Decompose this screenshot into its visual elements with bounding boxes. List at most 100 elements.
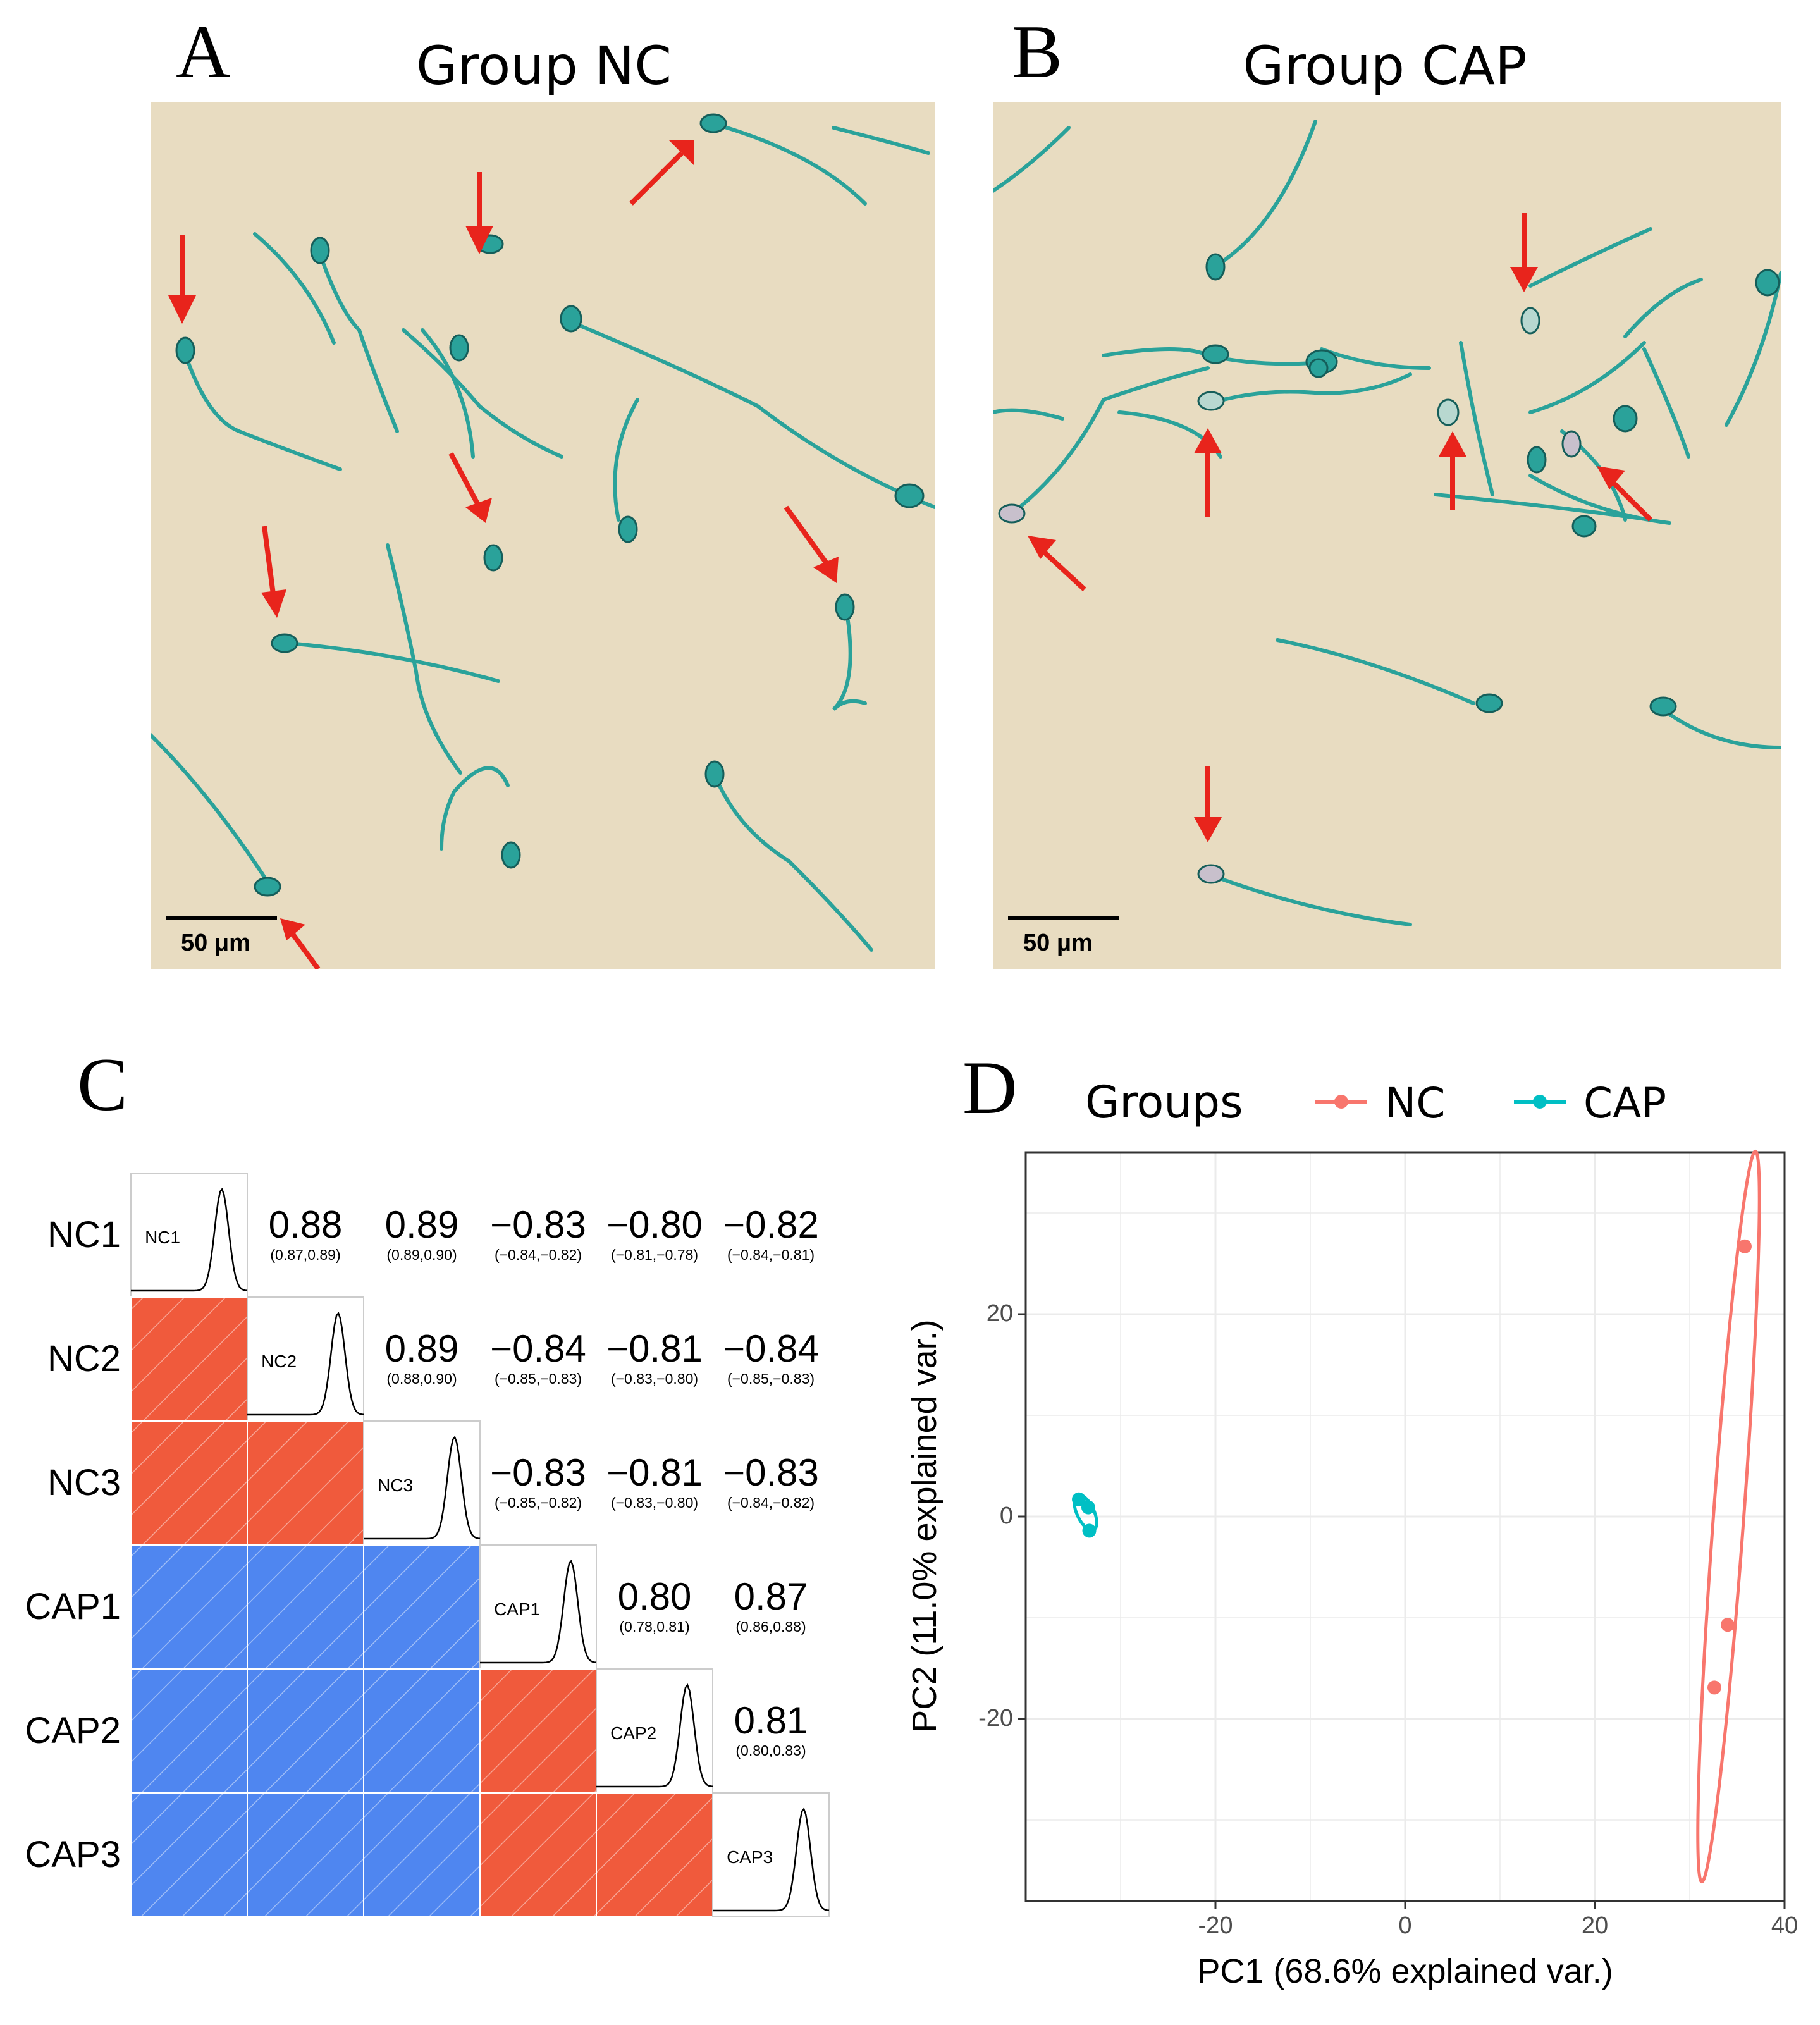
scale-bar-nc (166, 916, 277, 920)
row-label-nc3: NC3 (47, 1462, 121, 1503)
scale-bar-nc-label: 50 μm (181, 930, 250, 956)
density-curve-nc2 (247, 1311, 364, 1416)
micrograph-cap: 50 μm (993, 102, 1781, 969)
density-label-cap2: CAP2 (610, 1723, 657, 1744)
density-curve-cap2 (596, 1683, 713, 1788)
corr-tile-hatch (480, 1793, 596, 1917)
corr-ci: (0.80,0.83) (735, 1742, 806, 1759)
corr-ci: (0.87,0.89) (270, 1246, 341, 1263)
corr-ci: (−0.85,−0.83) (494, 1370, 582, 1387)
panel-a-title: Group NC (416, 35, 672, 97)
corr-value-nc3-cap3: −0.83 (−0.84,−0.82) (713, 1454, 829, 1510)
corr-tile-hatch (247, 1421, 364, 1545)
corr-r: 0.88 (268, 1203, 343, 1246)
micrograph-nc: 50 μm (151, 102, 935, 969)
corr-r: −0.82 (723, 1203, 819, 1246)
corr-tile-hatch (364, 1793, 480, 1917)
corr-ci: (0.78,0.81) (619, 1618, 690, 1635)
density-curve-nc3 (364, 1435, 481, 1540)
corr-value-nc1-nc2: 0.88 (0.87,0.89) (247, 1206, 364, 1262)
x-tick-label: 40 (1771, 1912, 1798, 1939)
legend-key-dot-cap (1533, 1095, 1547, 1109)
x-axis-title: PC1 (68.6% explained var.) (1197, 1952, 1613, 1990)
corr-r: −0.80 (606, 1203, 703, 1246)
corr-value-cap1-cap2: 0.80 (0.78,0.81) (596, 1578, 713, 1634)
corr-value-cap1-cap3: 0.87 (0.86,0.88) (713, 1578, 829, 1634)
density-label-nc1: NC1 (145, 1228, 181, 1248)
corr-ci: (−0.85,−0.83) (727, 1370, 815, 1387)
x-tick-label: 20 (1581, 1912, 1609, 1939)
corr-r: 0.80 (617, 1575, 692, 1618)
panel-d-letter: D (962, 1045, 1018, 1129)
corr-tile-hatch (247, 1793, 364, 1917)
corr-ci: (−0.83,−0.80) (610, 1494, 699, 1511)
corr-r: −0.81 (606, 1327, 703, 1370)
density-box-nc3 (363, 1420, 481, 1546)
corr-value-nc1-cap2: −0.80 (−0.81,−0.78) (596, 1206, 713, 1262)
point-cap (1072, 1492, 1086, 1506)
x-tick-label: -20 (1198, 1912, 1233, 1939)
corr-value-nc2-cap1: −0.84 (−0.85,−0.83) (480, 1330, 596, 1386)
corr-tile-hatch (480, 1669, 596, 1793)
corr-value-nc2-cap2: −0.81 (−0.83,−0.80) (596, 1330, 713, 1386)
row-label-nc2: NC2 (47, 1338, 121, 1379)
corr-ci: (−0.84,−0.81) (727, 1246, 815, 1263)
corr-value-nc1-nc3: 0.89 (0.89,0.90) (364, 1206, 480, 1262)
y-tick-label: 20 (986, 1300, 1013, 1327)
corr-r: −0.84 (490, 1327, 586, 1370)
corr-tile-hatch (131, 1545, 247, 1669)
row-label-nc1: NC1 (47, 1214, 121, 1255)
point-nc (1721, 1618, 1735, 1632)
corr-r: 0.81 (734, 1699, 808, 1742)
density-box-nc1 (130, 1173, 248, 1298)
density-box-cap1 (479, 1544, 597, 1670)
panel-b-letter: B (1012, 9, 1063, 94)
legend-label-cap: CAP (1583, 1079, 1667, 1128)
corr-value-nc2-nc3: 0.89 (0.88,0.90) (364, 1330, 480, 1386)
density-curve-cap3 (713, 1807, 830, 1912)
corr-r: 0.89 (384, 1203, 459, 1246)
legend-label-nc: NC (1385, 1079, 1446, 1128)
corr-value-nc3-cap2: −0.81 (−0.83,−0.80) (596, 1454, 713, 1510)
density-label-cap1: CAP1 (494, 1599, 541, 1620)
corr-r: −0.83 (723, 1451, 819, 1494)
corr-r: 0.89 (384, 1327, 459, 1370)
corr-r: 0.87 (734, 1575, 808, 1618)
density-box-cap2 (596, 1668, 713, 1794)
row-label-cap2: CAP2 (25, 1710, 121, 1751)
corr-ci: (−0.84,−0.82) (727, 1494, 815, 1511)
corr-ci: (−0.85,−0.82) (494, 1494, 582, 1511)
point-cap (1082, 1523, 1097, 1538)
scale-bar-cap-label: 50 μm (1023, 930, 1093, 956)
corr-tile-hatch (131, 1421, 247, 1545)
corr-ci: (−0.83,−0.80) (610, 1370, 699, 1387)
density-curve-cap1 (480, 1559, 597, 1664)
density-label-cap3: CAP3 (727, 1847, 773, 1868)
legend-key-dot-nc (1334, 1095, 1348, 1109)
corr-r: −0.83 (490, 1451, 586, 1494)
corr-value-nc1-cap3: −0.82 (−0.84,−0.81) (713, 1206, 829, 1262)
corr-ci: (−0.81,−0.78) (610, 1246, 699, 1263)
corr-tile-hatch (596, 1793, 713, 1917)
point-nc (1738, 1239, 1752, 1253)
corr-ci: (0.86,0.88) (735, 1618, 806, 1635)
row-label-cap1: CAP1 (25, 1586, 121, 1627)
scale-bar-cap (1008, 916, 1119, 920)
corr-tile-hatch (364, 1669, 480, 1793)
micrograph-nc-drawing (151, 113, 935, 969)
corr-ci: (−0.84,−0.82) (494, 1246, 582, 1263)
panel-b-title: Group CAP (1243, 35, 1527, 97)
corr-r: −0.81 (606, 1451, 703, 1494)
x-tick-label: 0 (1398, 1912, 1412, 1939)
legend-title: Groups (1085, 1076, 1243, 1128)
y-axis-title: PC2 (11.0% explained var.) (906, 1319, 944, 1733)
corr-ci: (0.89,0.90) (386, 1246, 457, 1263)
corr-tile-hatch (247, 1669, 364, 1793)
density-label-nc3: NC3 (378, 1475, 414, 1496)
density-box-nc2 (247, 1296, 364, 1422)
corr-tile-hatch (131, 1297, 247, 1421)
panel-a-letter: A (176, 9, 231, 94)
density-label-nc2: NC2 (261, 1351, 297, 1372)
y-tick-label: 0 (999, 1503, 1013, 1529)
